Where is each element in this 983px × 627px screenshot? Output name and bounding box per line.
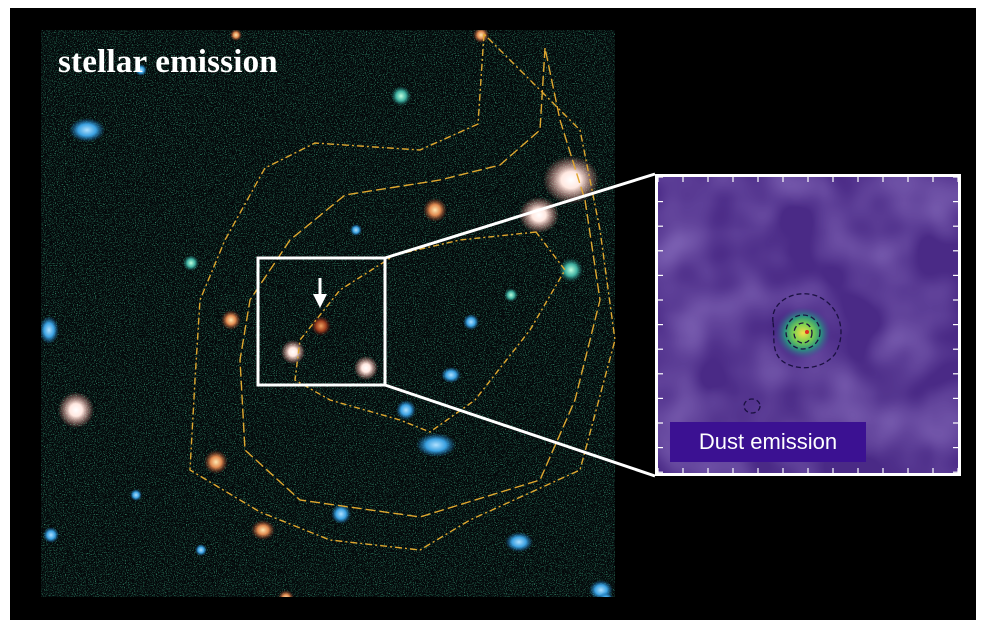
source-0 [69,118,105,142]
source-26 [441,367,461,383]
middle-contour [239,47,601,518]
source-1 [58,392,94,428]
source-15 [331,504,351,524]
source-24 [43,527,59,543]
source-28 [195,544,207,556]
source-11 [221,310,241,330]
source-14 [416,433,456,457]
down-arrow-icon [313,278,327,308]
source-16 [505,532,533,552]
dust-contour-faint [743,398,761,414]
source-19 [391,86,411,106]
dust-contour-mid [785,314,821,350]
source-10 [204,450,228,474]
source-7 [281,340,305,364]
dust-contour-outer [772,293,842,369]
dust-contour-inner [793,322,813,344]
source-25 [463,314,479,330]
stellar-emission-label: stellar emission [58,44,278,80]
source-17 [251,520,275,540]
source-30 [350,224,362,236]
source-9 [354,356,378,380]
source-23 [230,30,242,41]
source-20 [598,592,614,597]
source-13 [41,316,59,344]
source-22 [473,30,489,43]
dust-emission-label: Dust emission [670,422,866,462]
source-21 [135,64,147,76]
inner-contour [294,231,566,433]
source-27 [278,590,294,597]
source-2 [543,156,599,204]
source-29 [130,489,142,501]
source-4 [559,258,583,282]
source-6 [396,400,416,420]
source-31 [504,288,518,302]
stellar-emission-image [41,30,615,597]
zoom-box [256,256,387,387]
outer-contour [189,32,616,551]
source-5 [423,198,447,222]
source-12 [183,255,199,271]
